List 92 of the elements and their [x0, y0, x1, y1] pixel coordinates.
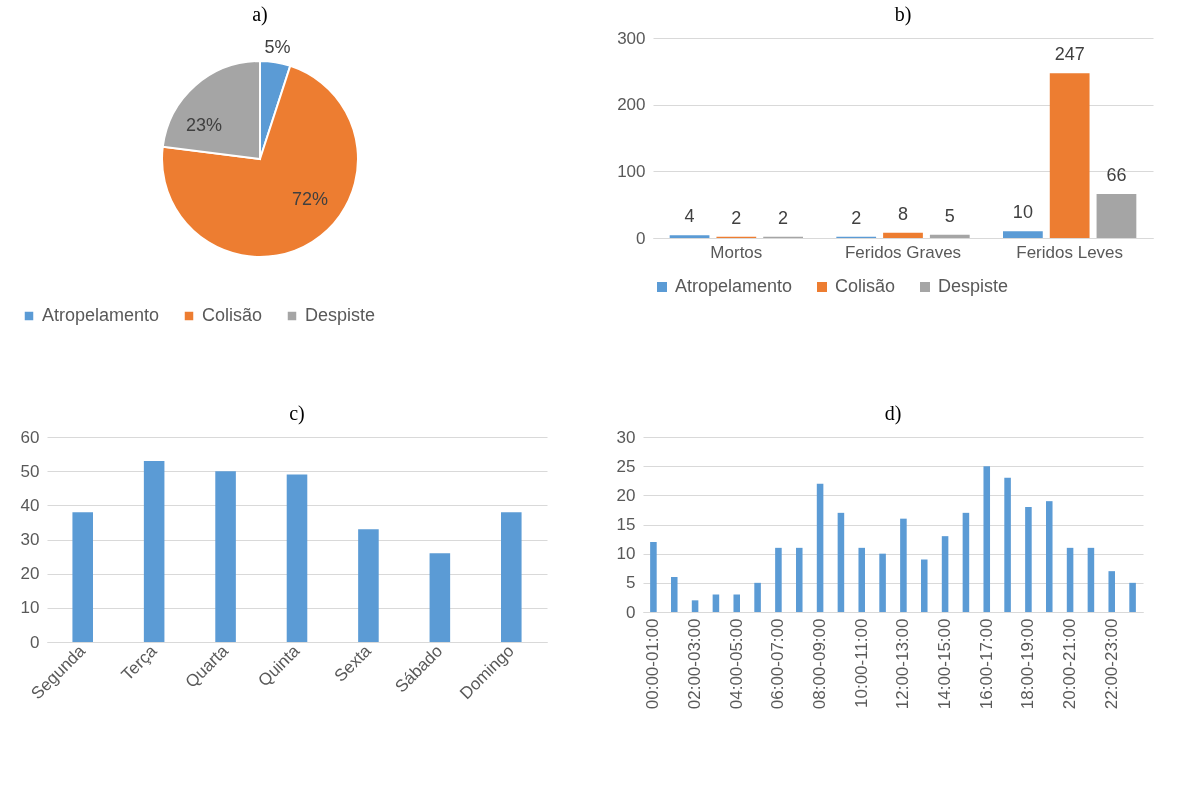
bar — [1025, 507, 1032, 612]
text: 247 — [1054, 44, 1085, 65]
y-tick-label: 25 — [616, 456, 636, 476]
bar — [883, 232, 923, 238]
bar — [669, 235, 710, 238]
y-tick-label: 50 — [20, 461, 40, 481]
y-tick-label: 10 — [20, 598, 40, 618]
bar — [1045, 501, 1053, 612]
y-tick-label: 10 — [616, 544, 636, 564]
y-tick-label: 40 — [20, 495, 40, 515]
x-tick-label: 02:00-03:00 — [685, 618, 705, 710]
bar — [929, 234, 970, 238]
chart-title: c) — [289, 402, 305, 425]
bar — [900, 518, 907, 612]
y-tick-label: 20 — [616, 485, 636, 505]
text: 8 — [897, 203, 909, 224]
bar — [879, 553, 886, 612]
y-tick-label: 0 — [626, 602, 636, 622]
x-tick-label: 08:00-09:00 — [810, 618, 830, 710]
x-tick-label: 00:00-01:00 — [643, 618, 663, 710]
bar — [215, 471, 236, 642]
x-tick-label: Feridos Graves — [844, 242, 962, 262]
legend-label: Colisão — [202, 305, 263, 325]
bar — [1049, 73, 1090, 238]
bar — [775, 547, 782, 612]
x-tick-label: 10:00-11:00 — [851, 618, 871, 708]
bar — [691, 600, 699, 612]
x-tick-label: 18:00-19:00 — [1018, 618, 1038, 710]
bar — [286, 474, 308, 642]
y-tick-label: 60 — [20, 427, 40, 447]
bar — [429, 553, 451, 642]
bar — [733, 594, 741, 612]
y-tick-label: 30 — [616, 427, 636, 447]
text: 66 — [1106, 165, 1127, 185]
text: 5 — [944, 205, 955, 226]
bar — [1066, 547, 1074, 612]
text: 10 — [1012, 202, 1033, 223]
y-tick-label: 0 — [30, 632, 40, 652]
bar — [650, 542, 657, 612]
x-tick-label: 22:00-23:00 — [1101, 618, 1121, 710]
bar — [143, 460, 165, 642]
y-tick-label: 100 — [617, 161, 646, 181]
bar — [858, 547, 866, 612]
text: 4 — [684, 206, 695, 227]
x-tick-label: 12:00-13:00 — [893, 618, 913, 710]
bar — [962, 512, 970, 612]
bar — [1096, 194, 1137, 238]
y-tick-label: 5 — [626, 573, 636, 593]
bar — [795, 547, 803, 612]
bar — [941, 536, 949, 612]
x-tick-label: Mortos — [710, 242, 763, 262]
x-tick-label: 20:00-21:00 — [1060, 618, 1080, 710]
bar — [1129, 582, 1136, 612]
y-tick-label: 15 — [616, 515, 636, 534]
legend-label: Despiste — [938, 276, 1009, 296]
legend-label: Atropelamento — [42, 305, 160, 325]
legend-label: Atropelamento — [675, 276, 793, 296]
y-tick-label: 200 — [617, 95, 646, 115]
x-tick-label: 04:00-05:00 — [726, 618, 746, 710]
data-label: 5% — [264, 37, 291, 58]
y-tick-label: 30 — [20, 530, 40, 549]
bar — [983, 466, 991, 612]
bar — [920, 559, 928, 612]
text: 2 — [778, 207, 789, 228]
bar — [816, 483, 824, 612]
bar — [754, 582, 761, 612]
chart-title: a) — [252, 3, 268, 26]
data-label: 23% — [186, 114, 223, 135]
bar — [1108, 571, 1116, 612]
bar — [1004, 477, 1011, 612]
x-tick-label: 14:00-15:00 — [935, 618, 955, 710]
y-tick-label: 0 — [636, 228, 646, 248]
legend-label: Colisão — [835, 276, 896, 296]
pie-slice — [161, 64, 359, 258]
x-tick-label: 16:00-17:00 — [976, 618, 996, 710]
text: 2 — [731, 207, 742, 228]
y-tick-label: 20 — [20, 564, 40, 584]
y-tick-label: 300 — [617, 28, 646, 48]
bar — [1003, 231, 1043, 238]
bar — [837, 512, 845, 612]
legend-label: Despiste — [305, 305, 376, 325]
bar — [670, 577, 678, 612]
bar — [1087, 547, 1095, 612]
bar — [72, 512, 93, 642]
chart-title: d) — [884, 402, 902, 425]
chart-title: b) — [894, 3, 912, 26]
bar — [358, 529, 379, 642]
data-label: 72% — [292, 189, 329, 210]
text: 2 — [851, 207, 862, 228]
bar — [501, 512, 522, 642]
x-tick-label: 06:00-07:00 — [768, 618, 788, 710]
x-tick-label: Feridos Leves — [1016, 242, 1124, 262]
